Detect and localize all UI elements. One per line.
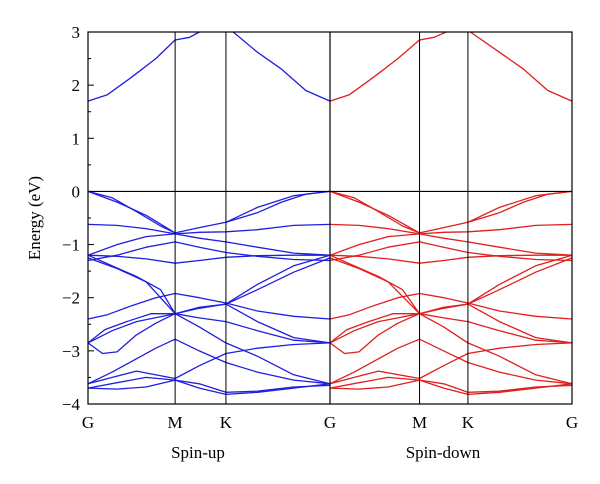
band-line — [87, 303, 331, 344]
band-line — [329, 190, 420, 234]
band-line — [87, 313, 331, 385]
band-line — [329, 233, 573, 256]
bands-layer — [87, 31, 573, 396]
band-line — [329, 254, 572, 264]
band-line — [329, 303, 573, 344]
y-tick-labels: 3 2 1 0 −1 −2 −3 −4 — [62, 23, 81, 414]
kpoint-label: G — [324, 413, 336, 432]
panel-label-spin-down: Spin-down — [406, 443, 481, 462]
band-line — [329, 313, 573, 385]
panel-spin-up-bands — [87, 31, 331, 396]
kpoint-label: G — [82, 413, 94, 432]
band-line — [329, 342, 573, 385]
band-line — [87, 254, 330, 264]
band-line — [87, 342, 331, 385]
band-line — [225, 257, 331, 305]
y-tick-label: −4 — [62, 395, 81, 414]
band-line — [329, 257, 420, 315]
band-line — [329, 376, 573, 393]
panel-spin-down-bands — [329, 31, 573, 396]
band-line — [232, 31, 331, 102]
band-line — [87, 233, 331, 256]
y-tick-label: 3 — [72, 23, 81, 42]
band-line — [87, 257, 176, 315]
kpoint-label: K — [462, 413, 475, 432]
kpoint-lines — [174, 32, 469, 404]
band-line — [329, 223, 573, 235]
y-tick-label: 1 — [72, 129, 81, 148]
band-line — [87, 376, 331, 393]
band-line — [87, 338, 331, 385]
kpoint-label: M — [168, 413, 183, 432]
ticks-layer — [88, 31, 94, 405]
kpoint-label: G — [566, 413, 578, 432]
kpoint-label: K — [220, 413, 233, 432]
band-line — [467, 257, 573, 305]
y-tick-label: 0 — [72, 182, 81, 201]
kpoint-label: M — [412, 413, 427, 432]
band-line — [87, 241, 331, 262]
band-line — [329, 338, 573, 385]
panel-label-spin-up: Spin-up — [171, 443, 225, 462]
band-line — [329, 31, 447, 102]
band-line — [329, 241, 573, 262]
band-line — [329, 313, 573, 344]
band-line — [470, 31, 573, 102]
band-line — [87, 223, 331, 235]
y-axis-label: Energy (eV) — [25, 176, 44, 260]
y-tick-label: −2 — [62, 289, 80, 308]
band-line — [329, 254, 573, 315]
band-line — [87, 31, 200, 102]
band-line — [87, 379, 331, 396]
band-line — [87, 313, 331, 344]
band-line — [329, 379, 573, 396]
y-tick-label: −1 — [62, 236, 80, 255]
band-line — [467, 190, 573, 223]
y-tick-label: 2 — [72, 76, 81, 95]
band-line — [87, 254, 331, 315]
band-line — [87, 292, 331, 320]
y-tick-label: −3 — [62, 342, 80, 361]
band-line — [225, 190, 331, 223]
band-line — [329, 292, 573, 320]
band-line — [87, 190, 176, 234]
